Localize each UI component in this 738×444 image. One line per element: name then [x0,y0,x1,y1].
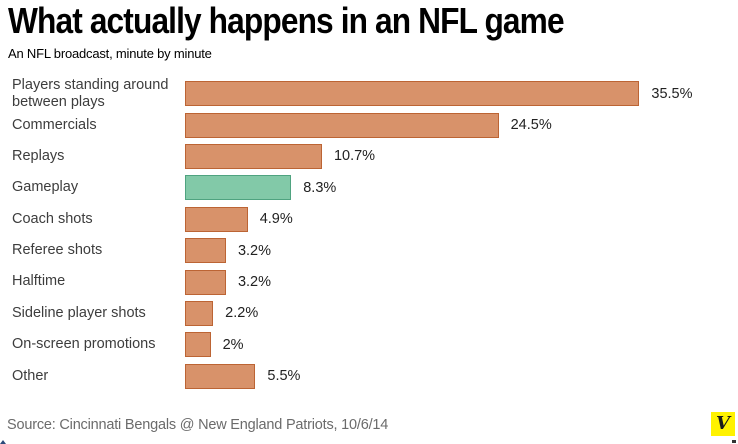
chart-row: Commercials 24.5% [0,109,738,140]
bar [185,238,226,264]
category-label: Sideline player shots [12,304,146,321]
bar-area: 35.5% [185,78,738,109]
category-label: Halftime [12,273,66,290]
bar [185,206,248,232]
value-label: 8.3% [303,179,337,196]
bar-area: 2% [185,329,738,360]
bottom-left-artifact [0,440,6,444]
bar [185,332,211,358]
value-label: 24.5% [510,117,552,134]
chart-row: Players standing around between plays 35.… [0,76,738,110]
bar [185,112,499,138]
chart-row: Gameplay 8.3% [0,172,738,203]
bar [185,81,640,107]
category-label: Replays [12,147,65,164]
bar [185,269,226,295]
value-label: 2.2% [225,305,259,322]
bar-area: 2.2% [185,298,738,329]
chart-title: What actually happens in an NFL game [8,0,565,41]
vox-logo: V [711,412,735,436]
value-label: 5.5% [267,368,301,385]
chart-row: Referee shots 3.2% [0,235,738,266]
category-label: Gameplay [12,179,79,196]
bar-area: 3.2% [185,235,738,266]
category-label: Players standing around between plays [12,76,169,110]
bar-area: 24.5% [185,109,738,140]
chart-row: Replays 10.7% [0,141,738,172]
chart-row: Other 5.5% [0,361,738,392]
value-label: 35.5% [651,85,693,102]
value-label: 4.9% [259,211,293,228]
value-label: 10.7% [333,148,376,165]
chart-subtitle: An NFL broadcast, minute by minute [8,46,212,61]
category-label: On-screen promotions [12,336,156,353]
chart-row: Coach shots 4.9% [0,204,738,235]
category-label: Commercials [12,116,97,133]
value-label: 3.2% [237,274,272,291]
bar-highlighted [185,175,292,201]
bar [185,300,214,326]
category-label: Referee shots [12,242,103,259]
bottom-right-artifact [732,440,736,443]
value-label: 2% [222,336,244,353]
value-label: 3.2% [237,242,272,259]
bar-area: 10.7% [185,141,738,172]
chart-row: Sideline player shots 2.2% [0,298,738,329]
bar-area: 5.5% [185,361,738,392]
category-label: Other [12,367,49,384]
bar-area: 8.3% [185,172,738,203]
bar [185,363,256,389]
chart-row: Halftime 3.2% [0,266,738,297]
bar-area: 3.2% [185,266,738,297]
vox-logo-letter: V [716,413,730,434]
category-label: Coach shots [12,210,93,227]
source-note: Source: Cincinnati Bengals @ New England… [7,417,389,433]
bar-chart: Players standing around between plays 35.… [0,76,738,392]
chart-row: On-screen promotions 2% [0,329,738,360]
bar [185,143,322,169]
bar-area: 4.9% [185,204,738,235]
